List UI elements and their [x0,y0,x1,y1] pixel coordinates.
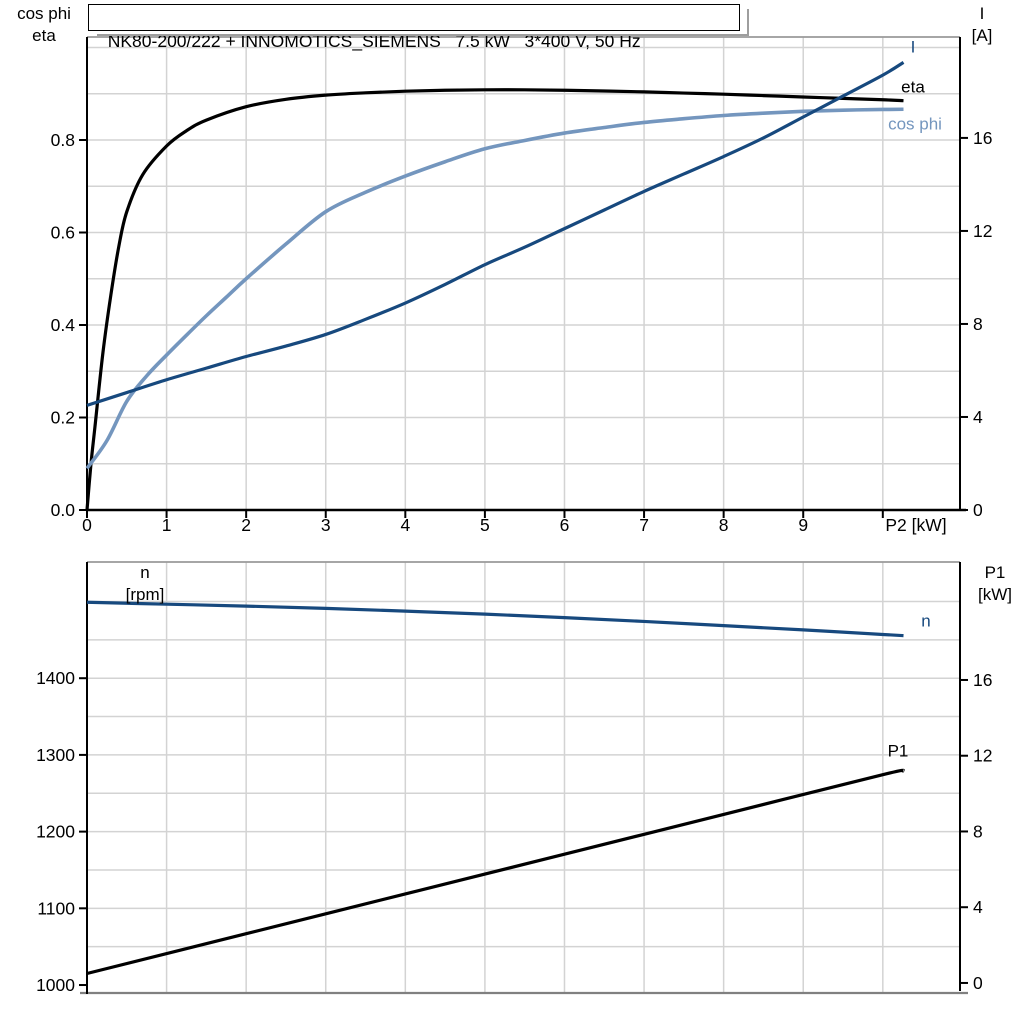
right-axis-title-bottom: P1 [kW] [958,562,1024,606]
left-axis-title-top: cos phi eta [6,3,82,47]
y-left-tick-label: 0.0 [51,500,76,520]
curve-eta [85,88,904,511]
y-left-tick-label: 0.4 [51,315,76,335]
x-axis-unit-label: P2 [kW] [885,515,946,535]
curve-current [86,60,905,407]
curve-label-speed: n [921,612,930,631]
y-right-tick-label: 0 [973,973,983,993]
right-axis-title2-line1: P1 [984,563,1006,582]
curve-label-eta: eta [901,78,925,97]
x-tick-label: 4 [400,515,410,535]
curve-label-cos-phi: cos phi [888,115,942,134]
y-right-tick-label: 4 [973,407,983,427]
x-tick-label: 8 [719,515,729,535]
y-left-tick-label: 1300 [36,745,75,765]
y-right-tick-label: 8 [973,314,983,334]
left-axis-title2-line1: n [140,563,150,582]
curve-label-current: I [911,38,916,57]
left-axis-title-line2: eta [32,26,56,45]
left-axis-title2-line2: [rpm] [125,585,165,604]
y-right-tick-label: 16 [973,128,992,148]
x-tick-label: 2 [241,515,251,535]
y-left-tick-label: 0.8 [51,130,75,150]
y-left-tick-label: 1000 [36,975,75,995]
left-axis-title-line1: cos phi [17,4,71,23]
y-left-tick-label: 0.2 [51,407,75,427]
x-tick-label: 7 [639,515,649,535]
x-tick-label: 9 [798,515,808,535]
right-axis-title-top: I [A] [946,3,1018,47]
right-axis-title-line2: [A] [971,26,993,45]
y-right-tick-label: 16 [973,670,992,690]
curve-cos-phi [85,107,904,470]
x-tick-label: 6 [560,515,570,535]
curve-input-power [86,768,905,976]
left-axis-title-bottom: n [rpm] [103,562,187,606]
x-tick-label: 3 [321,515,331,535]
right-axis-title-line1: I [979,4,985,23]
y-right-tick-label: 4 [973,897,983,917]
chart-title-text: NK80-200/222 + INNOMOTICS_SIEMENS 7.5 kW… [107,31,641,51]
y-left-tick-label: 0.6 [51,222,75,242]
y-right-tick-label: 12 [973,221,992,241]
y-right-tick-label: 8 [973,821,983,841]
x-tick-label: 1 [162,515,172,535]
y-left-tick-label: 1100 [37,898,75,918]
y-right-tick-label: 0 [973,500,983,520]
y-left-tick-label: 1400 [36,668,75,688]
curve-speed [86,600,904,638]
x-tick-label: 0 [82,515,92,535]
x-tick-label: 5 [480,515,490,535]
y-right-tick-label: 12 [973,746,992,766]
right-axis-title2-line2: [kW] [978,585,1012,604]
curve-label-input-power: P1 [888,742,909,761]
chart-title: NK80-200/222 + INNOMOTICS_SIEMENS 7.5 kW… [88,4,749,51]
y-left-tick-label: 1200 [36,822,75,842]
